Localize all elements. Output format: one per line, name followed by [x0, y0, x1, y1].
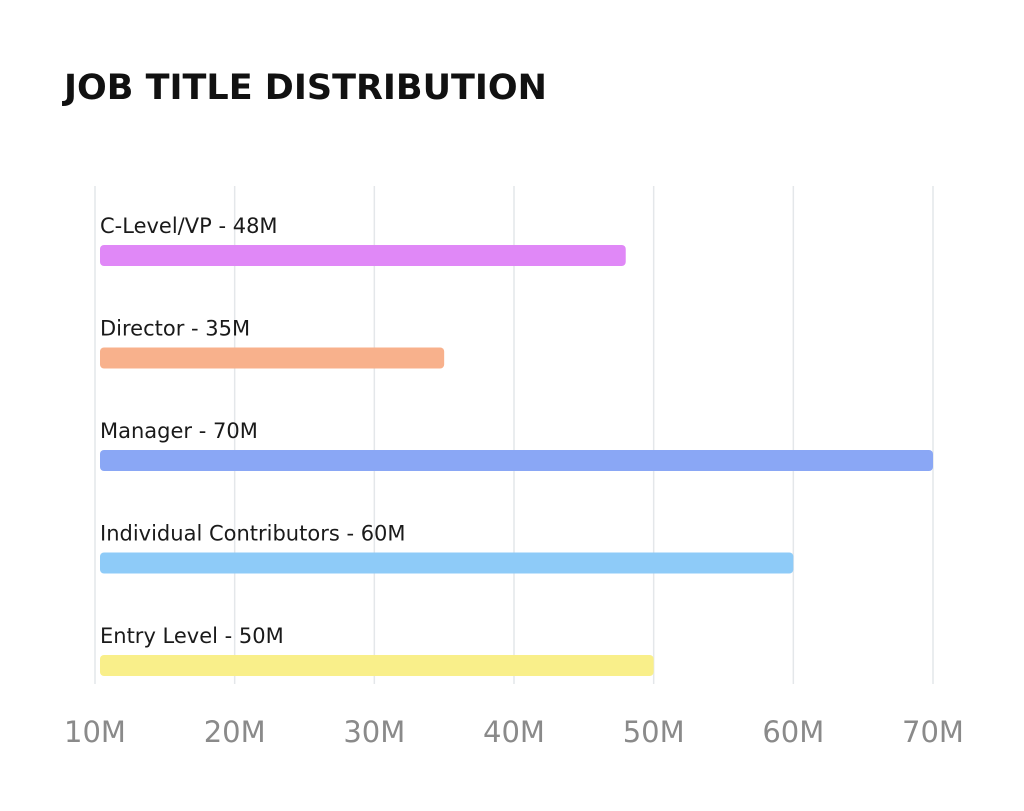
- x-tick-label: 30M: [343, 715, 405, 749]
- x-tick-label: 40M: [483, 715, 545, 749]
- bar-label: Director - 35M: [100, 317, 250, 341]
- bar-label: C-Level/VP - 48M: [100, 214, 278, 238]
- x-axis-ticks: 10M 20M 30M 40M 50M 60M 70M: [64, 715, 964, 749]
- bar-individual-contributors: [100, 552, 794, 574]
- bar-label: Manager - 70M: [100, 419, 258, 443]
- bar-labels: C-Level/VP - 48M Director - 35M Manager - …: [100, 214, 406, 648]
- x-tick-label: 60M: [762, 715, 824, 749]
- chart-title: JOB TITLE DISTRIBUTION: [64, 68, 547, 108]
- x-tick-label: 70M: [902, 715, 964, 749]
- bar-label: Entry Level - 50M: [100, 624, 284, 648]
- gridlines: [94, 186, 934, 684]
- x-tick-label: 50M: [623, 715, 685, 749]
- bar-manager: [100, 450, 933, 471]
- bar-director: [100, 347, 445, 369]
- x-tick-label: 10M: [64, 715, 126, 749]
- bars: [100, 245, 933, 676]
- bar-c-level-vp: [100, 245, 626, 266]
- bar-label: Individual Contributors - 60M: [100, 522, 406, 546]
- x-tick-label: 20M: [204, 715, 266, 749]
- bar-entry-level: [100, 655, 654, 676]
